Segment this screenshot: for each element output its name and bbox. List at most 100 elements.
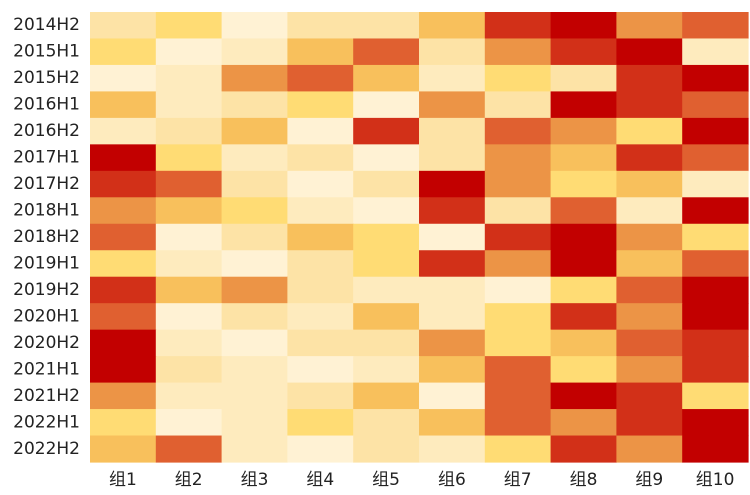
heatmap-cell [90,356,157,384]
heatmap-cell [484,303,552,331]
heatmap-cell [616,91,683,119]
heatmap-cell [484,356,552,384]
heatmap-cell [682,12,749,40]
heatmap-cell [484,91,552,119]
y-axis-tick-labels: 2014H2 2015H1 2015H2 2016H1 2016H2 2017H1 2017… [13,15,80,459]
heatmap-cell [682,276,749,304]
heatmap-cell [221,329,288,357]
heatmap-cell [550,91,617,119]
x-tick-label: 组6 [438,470,466,490]
heatmap-cell [419,356,486,384]
x-tick-label: 组2 [175,470,203,490]
heatmap-cell [353,250,420,278]
heatmap-cell [550,38,617,66]
heatmap-cell [353,356,420,384]
heatmap-cell [221,435,288,463]
heatmap-cell [419,170,486,198]
heatmap-cell [616,64,683,93]
heatmap-cell [90,435,157,463]
heatmap-cell [353,64,420,93]
heatmap-cell [484,12,552,40]
y-tick-label: 2022H1 [13,412,80,432]
heatmap-cell [90,91,157,119]
heatmap-cell [484,329,552,357]
heatmap-cell [155,170,223,198]
heatmap-cell [616,144,683,172]
heatmap-cell [221,38,288,66]
heatmap-cell [682,144,749,172]
y-tick-label: 2019H1 [13,253,80,273]
heatmap-cell [353,117,420,145]
heatmap-cell [221,12,288,40]
y-tick-label: 2017H1 [13,148,80,168]
heatmap-cell [221,409,288,437]
heatmap-cell [682,64,749,93]
y-tick-label: 2018H1 [13,201,80,221]
heatmap-cell [616,409,683,437]
heatmap-cell [484,197,552,225]
heatmap-cell [616,117,683,145]
heatmap-cell [90,197,157,225]
heatmap-cell [155,409,223,437]
x-tick-label: 组8 [570,470,598,490]
heatmap-cell [155,250,223,278]
heatmap-cell [287,170,354,198]
y-tick-label: 2017H2 [13,174,80,194]
heatmap-cell [616,38,683,66]
heatmap-cell [419,38,486,66]
heatmap-cell [287,223,354,251]
heatmap-cell [221,197,288,225]
heatmap-cell [550,12,617,40]
heatmap-cell [221,303,288,331]
heatmap-cell [155,382,223,410]
heatmap-cell [616,382,683,410]
heatmap-cell [682,38,749,66]
heatmap-cell [155,329,223,357]
heatmap-cell [287,12,354,40]
heatmap-cell [682,329,749,357]
heatmap-cell [221,223,288,251]
heatmap-cell [155,144,223,172]
heatmap-cell [550,223,617,251]
x-tick-label: 组4 [306,470,334,490]
heatmap-cell [287,250,354,278]
heatmap-cell [419,435,486,463]
heatmap-cell [419,250,486,278]
heatmap-cell [616,435,683,463]
heatmap-cell [484,38,552,66]
heatmap-cell [90,223,157,251]
heatmap-cell [353,223,420,251]
heatmap-cell [287,64,354,93]
heatmap-cell [287,435,354,463]
y-tick-label: 2020H2 [13,333,80,353]
heatmap-cell [155,197,223,225]
heatmap-cell [682,250,749,278]
heatmap-cell [90,12,157,40]
heatmap-cell [419,64,486,93]
heatmap-cell [353,303,420,331]
heatmap-cell [419,197,486,225]
heatmap-cell [90,170,157,198]
heatmap-cell [221,250,288,278]
heatmap-cell [682,117,749,145]
heatmap-cell [682,303,749,331]
heatmap-cell [221,64,288,93]
heatmap-cell [682,356,749,384]
heatmap-cell [353,329,420,357]
heatmap-cell [287,329,354,357]
heatmap-cell [155,223,223,251]
heatmap-cell [419,91,486,119]
y-tick-label: 2014H2 [13,15,80,35]
y-tick-label: 2016H2 [13,121,80,141]
heatmap-cell [550,409,617,437]
heatmap-cell [90,144,157,172]
y-tick-label: 2021H1 [13,359,80,379]
y-tick-label: 2019H2 [13,280,80,300]
y-tick-label: 2021H2 [13,386,80,406]
x-axis-tick-labels: 组1 组2 组3 组4 组5 组6 组7 组8 组9 组10 [109,470,734,490]
heatmap-cell [419,276,486,304]
heatmap-cell [616,223,683,251]
heatmap-cell [155,64,223,93]
heatmap-cell [221,356,288,384]
heatmap-cell [550,435,617,463]
